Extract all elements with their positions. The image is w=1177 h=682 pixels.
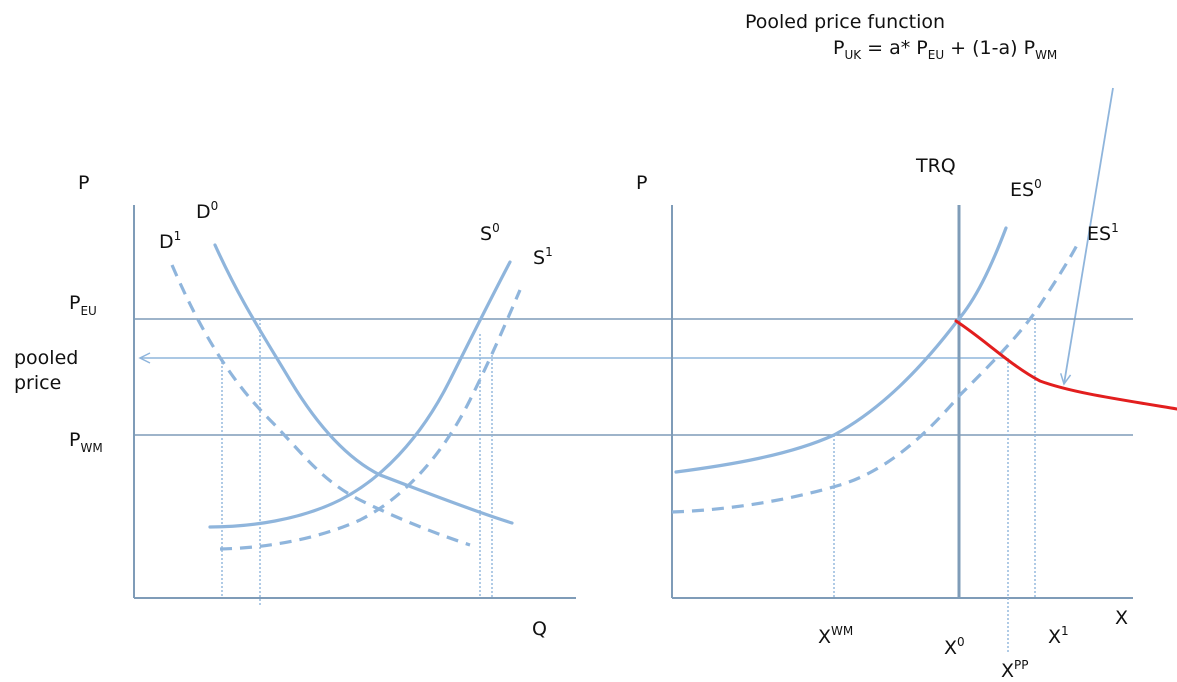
label-es0: ES0 <box>1010 177 1042 201</box>
export-supply-es0 <box>674 226 1008 474</box>
supply-curve-s1 <box>219 289 522 551</box>
label-x0: X0 <box>944 635 965 659</box>
pooled-price-equation: PUK = a* PEU + (1-a) PWM <box>833 37 1057 62</box>
left-y-axis-label: P <box>78 172 89 194</box>
pooled-price-curve <box>954 319 1177 411</box>
demand-curve-d1 <box>170 264 471 547</box>
label-x1: X1 <box>1048 624 1069 648</box>
label-xpp: XPP <box>1001 658 1029 682</box>
supply-curve-s0 <box>208 260 512 529</box>
label-p-wm: PWM <box>69 429 103 455</box>
pointer-arrow <box>1059 87 1114 386</box>
label-xwm: XWM <box>818 624 853 648</box>
export-supply-es1 <box>671 244 1079 514</box>
demand-curve-d0 <box>213 243 514 525</box>
label-p-eu: PEU <box>69 292 97 318</box>
label-d0: D0 <box>196 199 218 223</box>
title-line1: Pooled price function <box>745 11 945 33</box>
label-s0: S0 <box>480 221 500 245</box>
label-price: price <box>14 372 61 394</box>
label-es1: ES1 <box>1087 221 1119 245</box>
label-s1: S1 <box>533 245 553 269</box>
label-pooled: pooled <box>14 347 78 369</box>
right-x-axis-label: X <box>1115 607 1128 629</box>
label-trq: TRQ <box>915 155 956 177</box>
right-y-axis-label: P <box>636 172 647 194</box>
left-x-axis-label: Q <box>532 618 547 640</box>
label-d1: D1 <box>159 229 181 253</box>
